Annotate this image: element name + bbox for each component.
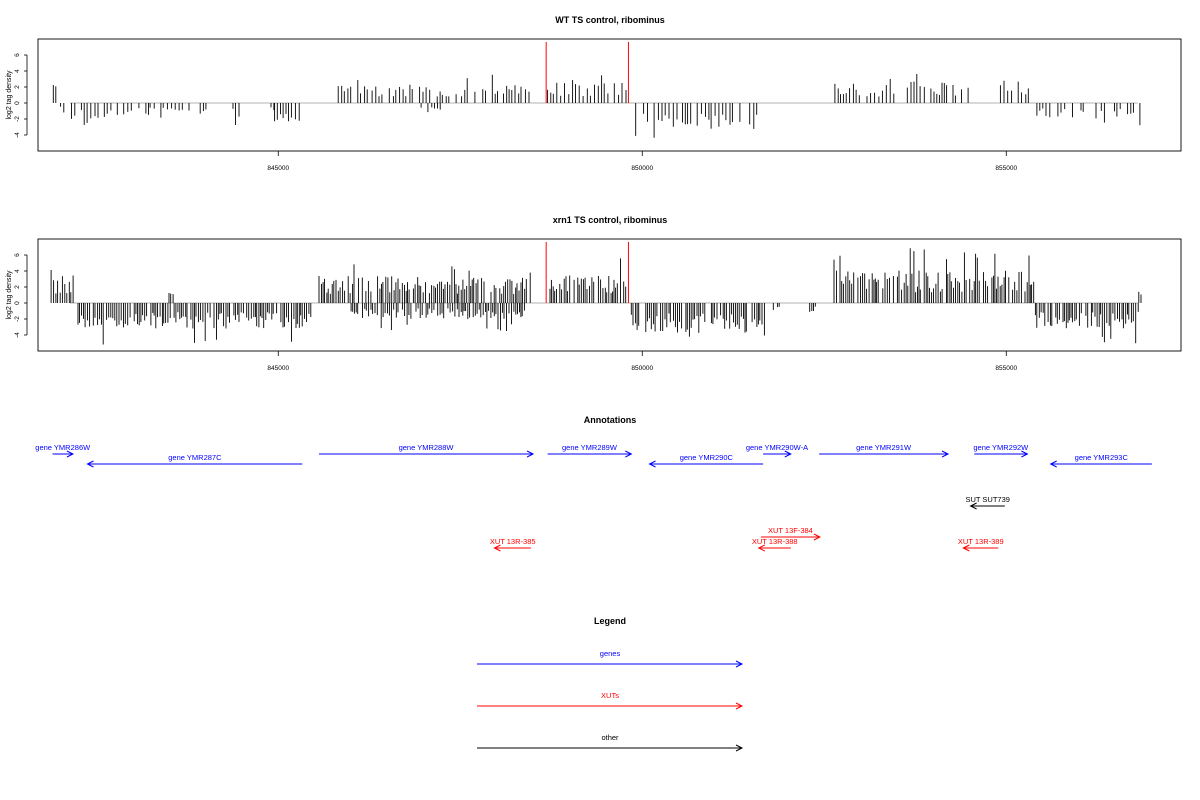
feature-label: XUT 13R-389 — [958, 537, 1004, 546]
legend-label: XUTs — [601, 691, 619, 700]
feature-arrowhead — [526, 450, 535, 458]
x-tick-label: 850000 — [631, 165, 653, 172]
xrn1-density-panel: xrn1 TS control, ribominus log2 tag dens… — [6, 215, 1182, 372]
legend-panel: Legend genes XUTs other — [477, 616, 744, 752]
feature-label: SUT SUT739 — [965, 495, 1009, 504]
legend-arrowhead — [735, 660, 744, 668]
feature-label: XUT 13R-388 — [752, 537, 798, 546]
feature-label: gene YMR291W — [856, 443, 912, 452]
feature-arrowhead — [969, 502, 977, 510]
feature-arrowhead — [625, 450, 633, 458]
annotations-panel: Annotations gene YMR286W gene YMR287C gene… — [35, 415, 1152, 552]
feature-label: gene YMR290W-A — [746, 443, 808, 452]
feature-arrowhead — [648, 460, 656, 468]
y-axis-label-wt: log2 tag density — [6, 70, 13, 120]
feature-label: gene YMR288W — [399, 443, 455, 452]
y-tick-label: 6 — [14, 253, 21, 257]
legend-arrowhead — [735, 702, 744, 710]
feature-arrowhead — [1049, 460, 1057, 468]
feature-label: gene YMR292W — [973, 443, 1029, 452]
legend-label: other — [601, 733, 619, 742]
feature-label: gene YMR286W — [35, 443, 91, 452]
feature-arrowhead — [493, 544, 501, 552]
y-tick-label: 4 — [14, 69, 21, 73]
feature-arrowhead — [66, 450, 75, 458]
feature-arrowhead — [813, 533, 822, 541]
x-tick-label: 850000 — [631, 365, 653, 372]
y-tick-label: 2 — [14, 85, 21, 89]
x-tick-label: 845000 — [267, 165, 289, 172]
plot-frame-xrn1 — [37, 238, 1182, 352]
y-tick-label: 0 — [14, 301, 21, 305]
x-tick-label: 855000 — [995, 365, 1017, 372]
panel-title-xrn1: xrn1 TS control, ribominus — [553, 215, 668, 225]
feature-arrowhead — [1021, 450, 1029, 458]
feature-arrowhead — [784, 450, 792, 458]
y-tick-label: -4 — [14, 332, 21, 338]
legend-arrowhead — [735, 744, 744, 752]
feature-label: gene YMR287C — [168, 453, 222, 462]
feature-arrowhead — [941, 450, 950, 458]
x-tick-label: 845000 — [267, 365, 289, 372]
y-axis-label-xrn1: log2 tag density — [6, 270, 13, 320]
feature-label: gene YMR289W — [562, 443, 618, 452]
legend-label: genes — [600, 649, 621, 658]
y-tick-label: 4 — [14, 269, 21, 273]
wt-density-panel: WT TS control, ribominus log2 tag densit… — [6, 15, 1182, 172]
y-tick-label: -4 — [14, 132, 21, 138]
y-tick-label: -2 — [14, 316, 21, 322]
legend-title: Legend — [594, 616, 626, 626]
feature-label: XUT 13F-384 — [768, 526, 813, 535]
y-tick-label: 6 — [14, 53, 21, 57]
feature-label: gene YMR290C — [680, 453, 734, 462]
panel-title-wt: WT TS control, ribominus — [555, 15, 665, 25]
y-tick-label: 2 — [14, 285, 21, 289]
plot-frame-wt — [37, 38, 1182, 152]
feature-label: gene YMR293C — [1075, 453, 1129, 462]
y-tick-label: 0 — [14, 101, 21, 105]
feature-arrowhead — [757, 544, 765, 552]
feature-label: XUT 13R-385 — [490, 537, 536, 546]
feature-arrowhead — [962, 544, 970, 552]
feature-arrowhead — [86, 460, 94, 468]
annotations-title: Annotations — [584, 415, 637, 425]
x-tick-label: 855000 — [995, 165, 1017, 172]
y-tick-label: -2 — [14, 116, 21, 122]
